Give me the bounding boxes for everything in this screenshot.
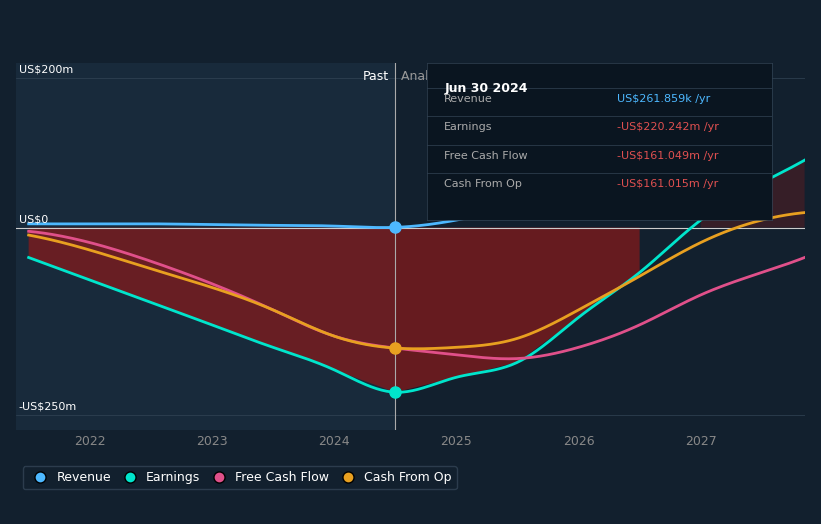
Text: -US$250m: -US$250m — [19, 402, 77, 412]
Text: Analysts Forecasts: Analysts Forecasts — [401, 70, 518, 83]
Text: Past: Past — [363, 70, 389, 83]
Text: Free Cash Flow: Free Cash Flow — [444, 150, 528, 161]
Text: Cash From Op: Cash From Op — [444, 179, 522, 189]
Text: -US$220.242m /yr: -US$220.242m /yr — [617, 122, 718, 133]
Text: Revenue: Revenue — [444, 94, 493, 104]
Text: US$0: US$0 — [19, 214, 48, 225]
Text: -US$161.049m /yr: -US$161.049m /yr — [617, 150, 718, 161]
Text: Jun 30 2024: Jun 30 2024 — [444, 82, 528, 95]
Text: Earnings: Earnings — [444, 122, 493, 133]
Text: -US$161.015m /yr: -US$161.015m /yr — [617, 179, 718, 189]
Text: US$261.859k /yr: US$261.859k /yr — [617, 94, 710, 104]
Legend: Revenue, Earnings, Free Cash Flow, Cash From Op: Revenue, Earnings, Free Cash Flow, Cash … — [23, 466, 456, 489]
Text: US$200m: US$200m — [19, 65, 73, 75]
Bar — [16, 63, 395, 430]
